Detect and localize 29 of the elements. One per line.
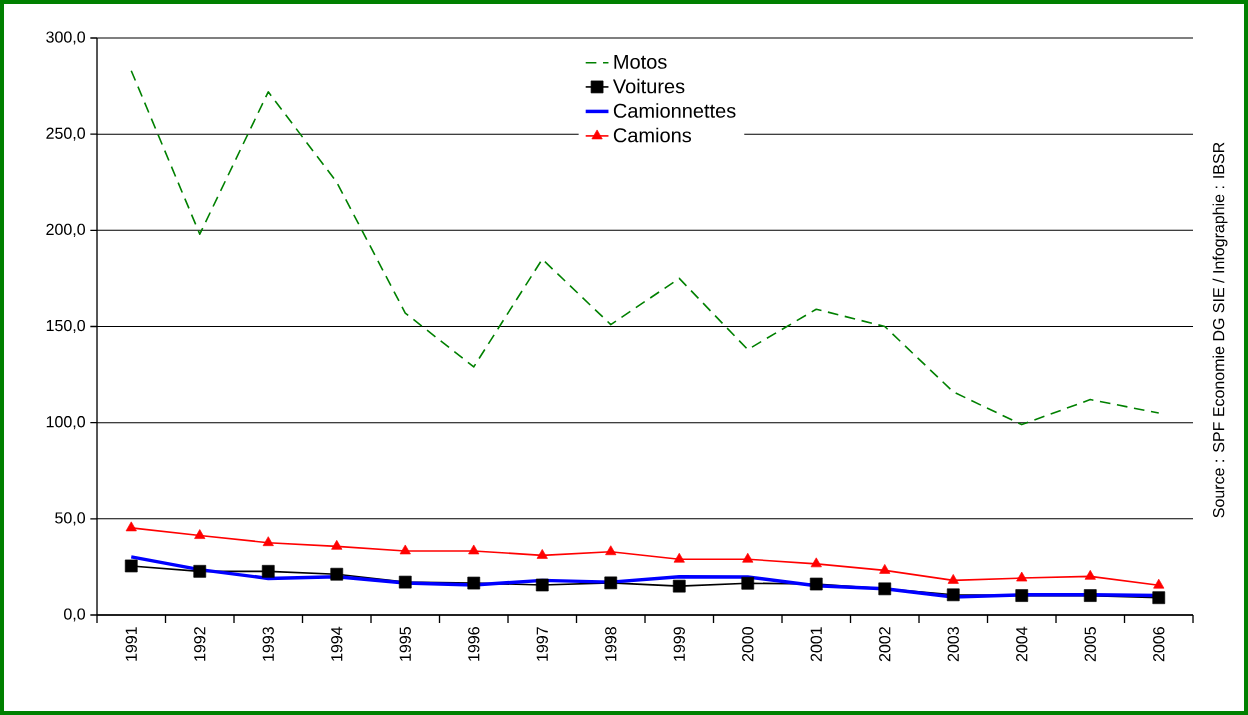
legend-label: Motos: [614, 54, 667, 69]
x-tick-label: 1993: [262, 627, 274, 661]
y-tick-label: 100,0: [46, 416, 86, 430]
legend-label: Camions: [613, 127, 692, 143]
x-tick-label: 1998: [605, 627, 617, 661]
x-tick-label: 2003: [947, 627, 959, 662]
x-tick-label: 2005: [1084, 627, 1096, 662]
x-tick-label: 2006: [1153, 627, 1165, 662]
y-tick-label: 50,0: [55, 512, 86, 526]
x-tick-label: 1992: [194, 627, 206, 661]
y-tick-label: 300,0: [46, 31, 86, 45]
line-series: [130, 69, 1160, 426]
x-tick-label: 1991: [125, 627, 137, 661]
x-tick-label: 1999: [673, 627, 685, 661]
x-tick-label: 1995: [399, 627, 411, 661]
x-tick-label: 1996: [468, 627, 480, 661]
x-tick-label: 2000: [742, 627, 754, 662]
y-tick-label: 0,0: [64, 608, 86, 622]
y-tick-label: 150,0: [46, 319, 86, 334]
legend-label: Voitures: [612, 78, 685, 94]
x-tick-label: 2001: [810, 627, 822, 662]
y-tick-label: 250,0: [46, 127, 86, 141]
x-tick-label: 1994: [331, 626, 343, 661]
source-note: Source : SPF Economie DG SIE / Infographie : IBSR: [1212, 142, 1228, 518]
x-tick-label: 2002: [879, 627, 891, 662]
y-tick-label: 200,0: [46, 223, 86, 237]
legend-label: Camionnettes: [613, 103, 736, 118]
x-tick-label: 1997: [536, 627, 548, 661]
x-tick-label: 2004: [1016, 626, 1028, 662]
